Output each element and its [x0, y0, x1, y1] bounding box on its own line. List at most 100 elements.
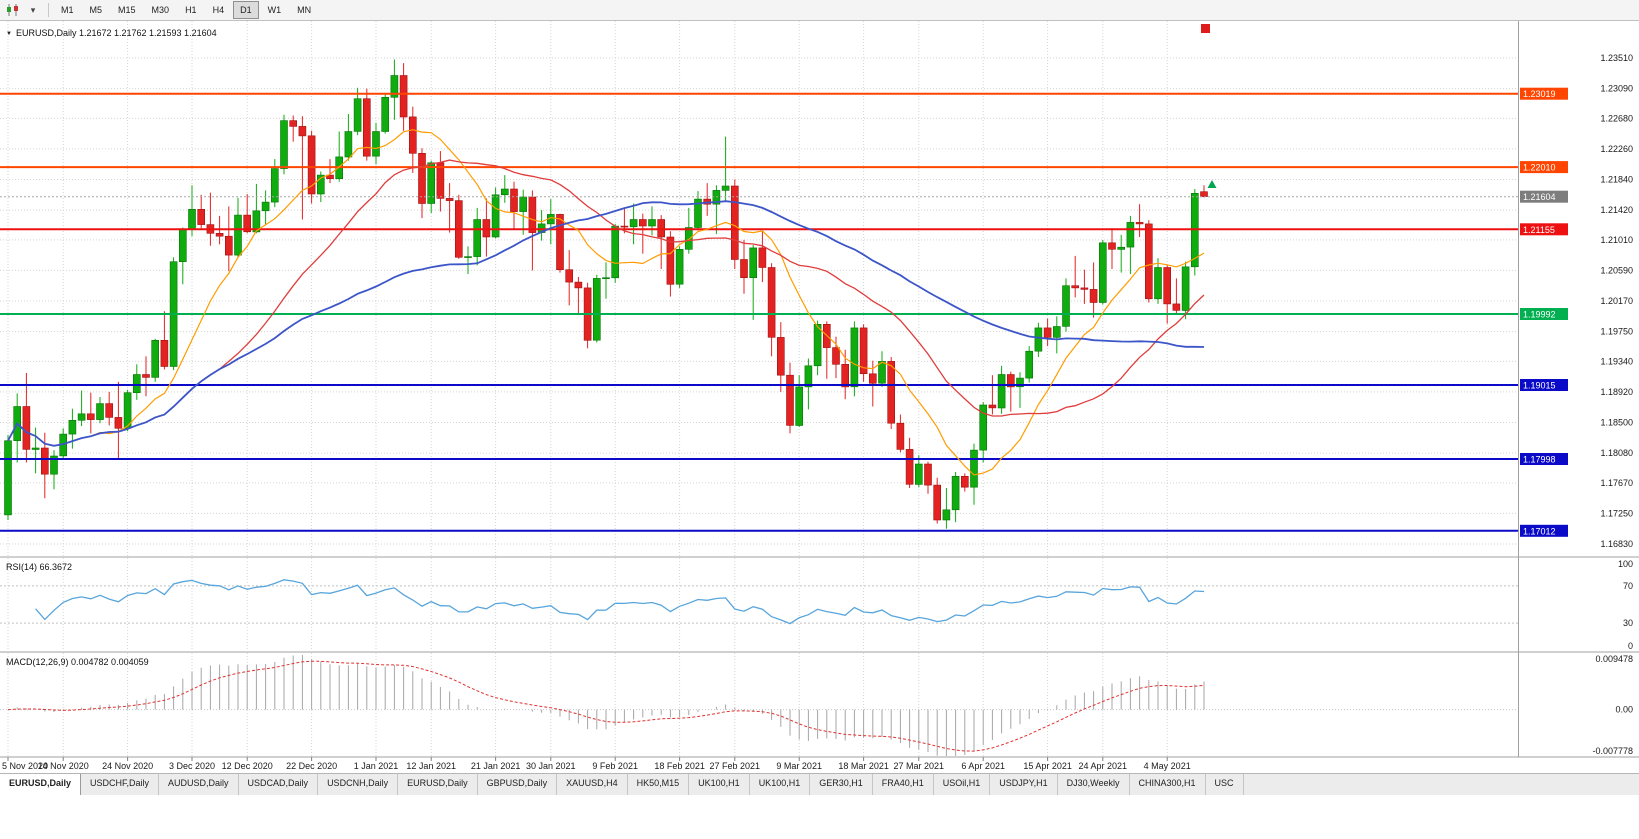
- svg-text:15 Apr 2021: 15 Apr 2021: [1023, 761, 1072, 771]
- chart-type-dropdown-caret-icon[interactable]: [23, 2, 43, 18]
- timeframe-button-d1[interactable]: D1: [233, 1, 259, 19]
- svg-text:1.22260: 1.22260: [1600, 144, 1633, 154]
- svg-text:-0.007778: -0.007778: [1592, 746, 1633, 756]
- timeframe-button-m30[interactable]: M30: [151, 5, 170, 15]
- svg-text:1.21840: 1.21840: [1600, 175, 1633, 185]
- macd-indicator-text: MACD(12,26,9) 0.004782 0.004059: [6, 657, 149, 667]
- chart-tab-16-china300-h1[interactable]: CHINA300,H1: [1130, 774, 1206, 795]
- chart-tab-14-usdjpy-h1[interactable]: USDJPY,H1: [990, 774, 1058, 795]
- svg-text:3 Dec 2020: 3 Dec 2020: [169, 761, 215, 771]
- timeframe-button-h4[interactable]: H4: [212, 5, 225, 15]
- svg-text:70: 70: [1623, 581, 1633, 591]
- timeframe-button-mn[interactable]: MN: [297, 5, 312, 15]
- svg-text:1.19992: 1.19992: [1523, 309, 1556, 319]
- chart-tab-10-uk100-h1[interactable]: UK100,H1: [750, 774, 811, 795]
- price-tag-1.17998: 1.17998: [1520, 453, 1568, 465]
- svg-text:12 Dec 2020: 12 Dec 2020: [222, 761, 273, 771]
- chart-tab-6-gbpusd-daily[interactable]: GBPUSD,Daily: [478, 774, 558, 795]
- svg-text:0.00: 0.00: [1615, 705, 1633, 715]
- chart-tab-4-usdcnh-daily[interactable]: USDCNH,Daily: [318, 774, 399, 795]
- svg-text:1.18500: 1.18500: [1600, 418, 1633, 428]
- svg-text:0: 0: [1628, 641, 1633, 651]
- svg-text:1.23019: 1.23019: [1523, 89, 1556, 99]
- svg-text:1.20170: 1.20170: [1600, 296, 1633, 306]
- price-axis[interactable]: 1.23510 1.23090 1.22680 1.22260 1.21840 1.214…: [1600, 53, 1633, 549]
- timeframe-button-m1[interactable]: M1: [61, 5, 74, 15]
- svg-text:18 Mar 2021: 18 Mar 2021: [838, 761, 889, 771]
- price-tag-1.17012: 1.17012: [1520, 524, 1568, 537]
- svg-text:27 Mar 2021: 27 Mar 2021: [894, 761, 945, 771]
- timeframe-button-h1[interactable]: H1: [185, 5, 197, 15]
- macd-indicator-label: MACD(12,26,9) 0.004782 0.004059: [6, 657, 149, 667]
- chart-tab-9-uk100-h1[interactable]: UK100,H1: [689, 774, 750, 795]
- svg-text:14 Nov 2020: 14 Nov 2020: [38, 761, 89, 771]
- svg-text:24 Apr 2021: 24 Apr 2021: [1079, 761, 1128, 771]
- chart-tab-17-usc[interactable]: USC: [1206, 774, 1244, 795]
- svg-text:100: 100: [1618, 559, 1633, 569]
- chart-type-icon[interactable]: [3, 2, 23, 18]
- svg-text:0.009478: 0.009478: [1595, 654, 1633, 664]
- chart-tab-5-eurusd-daily[interactable]: EURUSD,Daily: [398, 774, 478, 795]
- svg-text:9 Feb 2021: 9 Feb 2021: [592, 761, 638, 771]
- rsi-axis[interactable]: 100 70 30 0: [1618, 559, 1633, 651]
- timeframe-button-w1[interactable]: W1: [267, 5, 282, 15]
- svg-text:1.23090: 1.23090: [1600, 84, 1633, 94]
- svg-text:22 Dec 2020: 22 Dec 2020: [286, 761, 337, 771]
- chart-tab-3-usdcad-daily[interactable]: USDCAD,Daily: [239, 774, 319, 795]
- svg-text:1.20590: 1.20590: [1600, 265, 1633, 275]
- timeframe-buttons: M1 M5 M15 M30 H1 H4 D1 W1 MN: [54, 1, 318, 19]
- price-tag-1.19015: 1.19015: [1520, 379, 1568, 391]
- macd-axis[interactable]: 0.009478 0.00 -0.007778: [1592, 654, 1633, 756]
- svg-text:12 Jan 2021: 12 Jan 2021: [406, 761, 456, 771]
- svg-text:1.21155: 1.21155: [1523, 225, 1555, 235]
- red-square-marker: [1201, 24, 1210, 33]
- svg-text:24 Nov 2020: 24 Nov 2020: [102, 761, 153, 771]
- svg-text:9 Mar 2021: 9 Mar 2021: [776, 761, 822, 771]
- macd-histogram: [16, 655, 1205, 756]
- chart-tab-13-usoil-h1[interactable]: USOil,H1: [934, 774, 991, 795]
- chart-tab-15-dj30-weekly[interactable]: DJ30,Weekly: [1058, 774, 1130, 795]
- svg-text:30 Jan 2021: 30 Jan 2021: [526, 761, 576, 771]
- rsi-indicator-text: RSI(14) 66.3672: [6, 562, 73, 572]
- svg-text:1.22680: 1.22680: [1600, 113, 1633, 123]
- chart-tab-12-fra40-h1[interactable]: FRA40,H1: [873, 774, 934, 795]
- chart-tab-1-usdchf-daily[interactable]: USDCHF,Daily: [81, 774, 160, 795]
- price-tag-1.22010: 1.22010: [1520, 161, 1568, 174]
- chart-tab-8-hk50-m15[interactable]: HK50,M15: [628, 774, 690, 795]
- chart-tab-11-ger30-h1[interactable]: GER30,H1: [810, 774, 873, 795]
- up-arrow-marker: [1207, 180, 1217, 189]
- timeframe-button-m5[interactable]: M5: [89, 5, 103, 15]
- price-tag-1.19992: 1.19992: [1520, 308, 1568, 320]
- ma-52-line: [7, 200, 1205, 447]
- svg-text:1.21420: 1.21420: [1600, 205, 1633, 215]
- svg-text:1.17670: 1.17670: [1600, 478, 1633, 488]
- timeframe-button-m15[interactable]: M15: [118, 5, 136, 15]
- toolbar: M1 M5 M15 M30 H1 H4 D1 W1 MN: [0, 0, 1639, 21]
- collapse-triangle-icon: [6, 28, 12, 38]
- chart-tab-2-audusd-daily[interactable]: AUDUSD,Daily: [159, 774, 239, 795]
- svg-text:30: 30: [1623, 618, 1633, 628]
- chart-title: EURUSD,Daily 1.21672 1.21762 1.21593 1.2…: [6, 28, 217, 38]
- svg-text:1.21604: 1.21604: [1523, 192, 1556, 202]
- svg-text:4 May 2021: 4 May 2021: [1144, 761, 1191, 771]
- price-tag-1.23019: 1.23019: [1520, 87, 1568, 100]
- svg-text:1.19340: 1.19340: [1600, 356, 1633, 366]
- svg-text:1.17012: 1.17012: [1523, 526, 1556, 536]
- svg-text:6 Apr 2021: 6 Apr 2021: [961, 761, 1005, 771]
- svg-text:21 Jan 2021: 21 Jan 2021: [471, 761, 521, 771]
- svg-text:1.18080: 1.18080: [1600, 448, 1633, 458]
- chart-tab-7-xauusd-h4[interactable]: XAUUSD,H4: [557, 774, 628, 795]
- svg-text:27 Feb 2021: 27 Feb 2021: [710, 761, 761, 771]
- toolbar-separator: [48, 3, 49, 17]
- chart-tab-0-eurusd-daily[interactable]: EURUSD,Daily: [0, 774, 82, 795]
- chart-canvas[interactable]: 1.23510 1.23090 1.22680 1.22260 1.21840 1.214…: [0, 21, 1639, 773]
- svg-text:1.21010: 1.21010: [1600, 235, 1633, 245]
- svg-text:1.16830: 1.16830: [1600, 539, 1633, 549]
- svg-text:1.17998: 1.17998: [1523, 455, 1556, 465]
- svg-text:1.18920: 1.18920: [1600, 387, 1633, 397]
- svg-text:5 Nov 2020: 5 Nov 2020: [2, 761, 48, 771]
- chart-window[interactable]: 1.23510 1.23090 1.22680 1.22260 1.21840 1.214…: [0, 21, 1639, 773]
- price-tag-1.21604: 1.21604: [1520, 190, 1568, 203]
- rsi-line: [35, 579, 1205, 625]
